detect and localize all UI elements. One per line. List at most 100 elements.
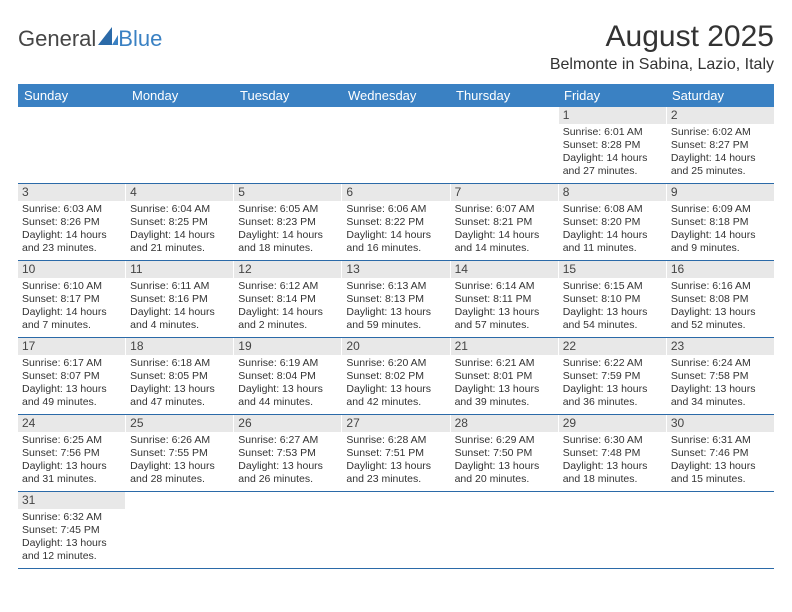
daylight-text: Daylight: 14 hours — [238, 306, 337, 319]
sunrise-text: Sunrise: 6:05 AM — [238, 203, 337, 216]
sunset-text: Sunset: 7:58 PM — [671, 370, 770, 383]
daylight-text: Daylight: 13 hours — [671, 306, 770, 319]
day-number: 17 — [18, 338, 125, 355]
day-number: 26 — [234, 415, 341, 432]
day-cell-empty — [342, 492, 450, 568]
sunrise-text: Sunrise: 6:18 AM — [130, 357, 229, 370]
daylight-text: and 9 minutes. — [671, 242, 770, 255]
daylight-text: Daylight: 13 hours — [346, 306, 445, 319]
calendar: SundayMondayTuesdayWednesdayThursdayFrid… — [18, 84, 774, 569]
daylight-text: and 52 minutes. — [671, 319, 770, 332]
day-cell-empty — [234, 107, 342, 183]
sunset-text: Sunset: 7:48 PM — [563, 447, 662, 460]
day-cell-5: 5Sunrise: 6:05 AMSunset: 8:23 PMDaylight… — [234, 184, 342, 260]
day-cell-24: 24Sunrise: 6:25 AMSunset: 7:56 PMDayligh… — [18, 415, 126, 491]
sunset-text: Sunset: 8:14 PM — [238, 293, 337, 306]
day-cell-19: 19Sunrise: 6:19 AMSunset: 8:04 PMDayligh… — [234, 338, 342, 414]
sunrise-text: Sunrise: 6:10 AM — [22, 280, 121, 293]
day-cell-6: 6Sunrise: 6:06 AMSunset: 8:22 PMDaylight… — [342, 184, 450, 260]
sunset-text: Sunset: 8:02 PM — [346, 370, 445, 383]
daylight-text: and 27 minutes. — [563, 165, 662, 178]
daylight-text: and 47 minutes. — [130, 396, 229, 409]
sunrise-text: Sunrise: 6:22 AM — [563, 357, 662, 370]
day-number: 5 — [234, 184, 341, 201]
day-number: 12 — [234, 261, 341, 278]
daylight-text: Daylight: 14 hours — [130, 306, 229, 319]
daylight-text: Daylight: 14 hours — [346, 229, 445, 242]
daylight-text: Daylight: 14 hours — [238, 229, 337, 242]
day-cell-empty — [18, 107, 126, 183]
sunset-text: Sunset: 8:18 PM — [671, 216, 770, 229]
weekday-wednesday: Wednesday — [342, 84, 450, 107]
daylight-text: and 54 minutes. — [563, 319, 662, 332]
daylight-text: Daylight: 13 hours — [238, 383, 337, 396]
sunset-text: Sunset: 8:11 PM — [455, 293, 554, 306]
day-number — [451, 492, 558, 494]
sunset-text: Sunset: 8:28 PM — [563, 139, 662, 152]
sunrise-text: Sunrise: 6:04 AM — [130, 203, 229, 216]
day-cell-27: 27Sunrise: 6:28 AMSunset: 7:51 PMDayligh… — [342, 415, 450, 491]
day-cell-16: 16Sunrise: 6:16 AMSunset: 8:08 PMDayligh… — [667, 261, 774, 337]
day-number: 22 — [559, 338, 666, 355]
day-number — [342, 492, 449, 494]
day-number: 7 — [451, 184, 558, 201]
sunrise-text: Sunrise: 6:08 AM — [563, 203, 662, 216]
day-cell-30: 30Sunrise: 6:31 AMSunset: 7:46 PMDayligh… — [667, 415, 774, 491]
day-cell-12: 12 Sunrise: 6:12 AMSunset: 8:14 PMDayligh… — [234, 261, 342, 337]
day-number: 8 — [559, 184, 666, 201]
day-number: 4 — [126, 184, 233, 201]
day-cell-7: 7Sunrise: 6:07 AMSunset: 8:21 PMDaylight… — [451, 184, 559, 260]
week-row: 10Sunrise: 6:10 AMSunset: 8:17 PMDayligh… — [18, 261, 774, 338]
day-number — [451, 107, 558, 109]
day-cell-23: 23Sunrise: 6:24 AMSunset: 7:58 PMDayligh… — [667, 338, 774, 414]
logo-text-general: General — [18, 26, 96, 52]
daylight-text: Daylight: 14 hours — [563, 229, 662, 242]
daylight-text: Daylight: 13 hours — [22, 537, 121, 550]
week-row: 17Sunrise: 6:17 AMSunset: 8:07 PMDayligh… — [18, 338, 774, 415]
day-number — [234, 107, 341, 109]
daylight-text: Daylight: 13 hours — [455, 460, 554, 473]
daylight-text: and 18 minutes. — [238, 242, 337, 255]
sunrise-text: Sunrise: 6:27 AM — [238, 434, 337, 447]
daylight-text: and 20 minutes. — [455, 473, 554, 486]
day-number: 1 — [559, 107, 666, 124]
weekday-saturday: Saturday — [666, 84, 774, 107]
day-number: 30 — [667, 415, 774, 432]
day-number — [667, 492, 774, 494]
daylight-text: and 4 minutes. — [130, 319, 229, 332]
sunrise-text: Sunrise: 6:31 AM — [671, 434, 770, 447]
day-cell-1: 1Sunrise: 6:01 AMSunset: 8:28 PMDaylight… — [559, 107, 667, 183]
daylight-text: Daylight: 13 hours — [455, 383, 554, 396]
day-cell-21: 21Sunrise: 6:21 AMSunset: 8:01 PMDayligh… — [451, 338, 559, 414]
daylight-text: and 28 minutes. — [130, 473, 229, 486]
day-number: 28 — [451, 415, 558, 432]
weekday-thursday: Thursday — [450, 84, 558, 107]
daylight-text: Daylight: 14 hours — [455, 229, 554, 242]
weeks-container: 1Sunrise: 6:01 AMSunset: 8:28 PMDaylight… — [18, 107, 774, 569]
day-cell-22: 22Sunrise: 6:22 AMSunset: 7:59 PMDayligh… — [559, 338, 667, 414]
daylight-text: and 16 minutes. — [346, 242, 445, 255]
daylight-text: Daylight: 13 hours — [563, 383, 662, 396]
sunrise-text: Sunrise: 6:30 AM — [563, 434, 662, 447]
daylight-text: Daylight: 14 hours — [22, 306, 121, 319]
sunset-text: Sunset: 8:10 PM — [563, 293, 662, 306]
sunset-text: Sunset: 7:53 PM — [238, 447, 337, 460]
sunrise-text: Sunrise: 6:07 AM — [455, 203, 554, 216]
daylight-text: Daylight: 14 hours — [671, 229, 770, 242]
sunrise-text: Sunrise: 6:16 AM — [671, 280, 770, 293]
day-cell-28: 28Sunrise: 6:29 AMSunset: 7:50 PMDayligh… — [451, 415, 559, 491]
sail-icon — [98, 27, 118, 45]
day-cell-31: 31Sunrise: 6:32 AMSunset: 7:45 PMDayligh… — [18, 492, 126, 568]
sunset-text: Sunset: 8:17 PM — [22, 293, 121, 306]
sunrise-text: Sunrise: 6:12 AM — [238, 280, 337, 293]
daylight-text: and 11 minutes. — [563, 242, 662, 255]
daylight-text: and 25 minutes. — [671, 165, 770, 178]
weekday-monday: Monday — [126, 84, 234, 107]
sunrise-text: Sunrise: 6:21 AM — [455, 357, 554, 370]
day-cell-13: 13Sunrise: 6:13 AMSunset: 8:13 PMDayligh… — [342, 261, 450, 337]
daylight-text: Daylight: 14 hours — [22, 229, 121, 242]
sunset-text: Sunset: 8:13 PM — [346, 293, 445, 306]
sunset-text: Sunset: 8:27 PM — [671, 139, 770, 152]
weekday-header: SundayMondayTuesdayWednesdayThursdayFrid… — [18, 84, 774, 107]
sunset-text: Sunset: 7:45 PM — [22, 524, 121, 537]
